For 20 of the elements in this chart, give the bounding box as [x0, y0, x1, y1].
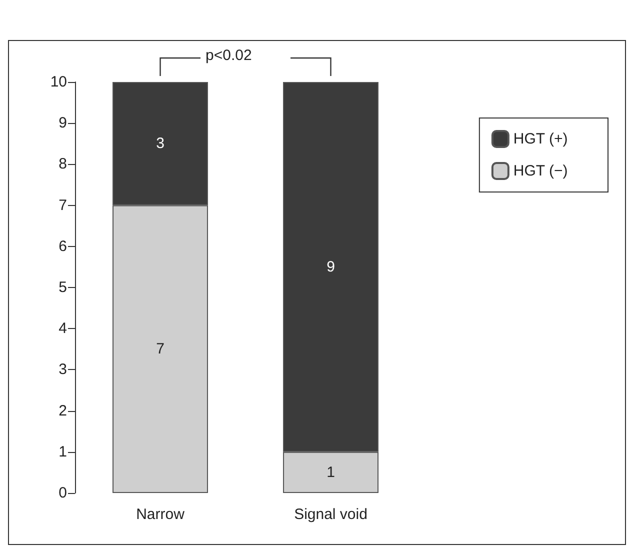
- y-tick-label: 2: [58, 402, 67, 420]
- y-tick-label: 5: [58, 279, 67, 296]
- x-tick-label: Narrow: [136, 506, 185, 523]
- data-label: 1: [326, 464, 335, 481]
- y-tick-label: 0: [58, 484, 67, 502]
- y-tick-label: 7: [58, 196, 67, 214]
- legend-label: HGT (−): [513, 162, 568, 180]
- y-tick-label: 3: [58, 361, 67, 378]
- x-tick-label: Signal void: [294, 506, 368, 523]
- y-tick-label: 8: [58, 156, 67, 173]
- data-label: 7: [156, 340, 164, 358]
- legend-label: HGT (+): [513, 130, 568, 148]
- y-tick-label: 9: [58, 114, 67, 132]
- data-label: 9: [326, 258, 335, 276]
- data-label: 3: [156, 135, 164, 152]
- y-tick-label: 6: [58, 238, 67, 255]
- y-tick-label: 4: [58, 320, 67, 338]
- y-tick-label: 10: [50, 74, 67, 90]
- y-tick-label: 1: [58, 443, 67, 460]
- text: p<0.02: [206, 47, 252, 64]
